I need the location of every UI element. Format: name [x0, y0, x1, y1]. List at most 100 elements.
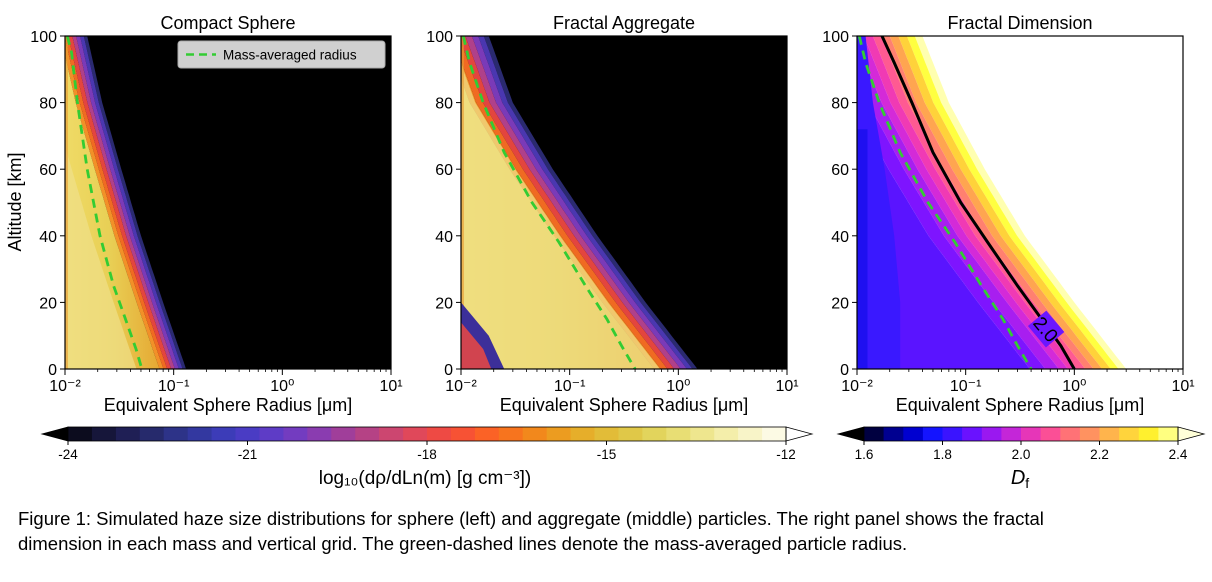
mass-averaged-radius-line [65, 36, 144, 369]
colorbar-label: Df [1011, 467, 1029, 491]
colorbar-segment [570, 427, 595, 441]
colorbar-segment [139, 427, 165, 441]
y-tick-label: 60 [39, 162, 57, 179]
colorbar-fractal-dimension: 1.6 1.8 2.0 2.2 2.4 Df [836, 426, 1206, 491]
panel-title: Fractal Dimension [947, 13, 1092, 33]
colorbar-segment [1060, 427, 1081, 441]
y-tick-label: 100 [822, 29, 849, 46]
y-tick-label: 40 [831, 229, 849, 246]
y-tick-label: 60 [435, 162, 453, 179]
mass-averaged-radius-line [461, 36, 637, 369]
heat-band [76, 36, 179, 369]
y-tick-label: 40 [435, 229, 453, 246]
y-tick-label: 20 [435, 295, 453, 312]
y-tick-label: 100 [30, 29, 57, 46]
colorbar-segment [922, 427, 943, 441]
heatmap-area [65, 36, 391, 369]
colorbar-tick-label: 2.4 [1169, 447, 1188, 462]
colorbar-segment [864, 427, 885, 441]
y-tick-label: 0 [48, 362, 57, 379]
y-tick-label: 100 [426, 29, 453, 46]
heat-edge [65, 36, 68, 369]
fd-core [857, 36, 1030, 369]
colorbar-segment [427, 427, 452, 441]
fd-low-region [857, 36, 901, 369]
x-tick-label: 10⁰ [1062, 378, 1086, 395]
colorbar-segment [1158, 427, 1179, 441]
colorbar-segment [307, 427, 332, 441]
colorbar-segment [738, 427, 763, 441]
colorbar-segment [331, 427, 356, 441]
figure-caption: Figure 1: Simulated haze size distributi… [18, 506, 1198, 556]
x-tick-label: 10⁰ [666, 378, 690, 395]
colorbar-tick-label: 2.0 [1012, 447, 1031, 462]
heat-band [83, 36, 186, 369]
heat-core-light [65, 36, 137, 369]
heat-band [72, 36, 175, 369]
colorbar-tick-label: -24 [58, 447, 78, 462]
y-tick-label: 0 [840, 362, 849, 379]
y-tick-label: 20 [39, 295, 57, 312]
colorbar-segment [211, 427, 236, 441]
y-tick-label: 20 [831, 295, 849, 312]
colorbar-segments: -24 -21 -18 -15 -12 [40, 426, 814, 462]
x-tick-label: 10⁻² [445, 378, 477, 395]
x-tick-label: 10⁻¹ [950, 378, 982, 395]
colorbar-segment [594, 427, 619, 441]
y-tick-label: 80 [435, 96, 453, 113]
colorbar-segment [68, 427, 93, 441]
panel-compact-sphere: Compact Sphere 0 20 40 60 80 100 10⁻² 10⁻¹ 10⁰ 10… [5, 13, 403, 415]
heat-band [80, 36, 183, 369]
x-tick-label: 10¹ [379, 378, 402, 395]
x-tick-label: 10⁻² [841, 378, 873, 395]
figure: Compact Sphere 0 20 40 60 80 100 10⁻² 10⁻¹ 10⁰ 10… [5, 13, 1206, 491]
colorbar-segment [498, 427, 524, 441]
colorbar-segment [714, 427, 739, 441]
colorbar-segment [355, 427, 380, 441]
colorbar-segment [1021, 427, 1042, 441]
colorbar-extend-min [836, 426, 865, 442]
heatmap-area: 2.0 [857, 36, 1183, 369]
colorbar-extend-max [785, 426, 814, 442]
colorbar-segment [235, 427, 260, 441]
colorbar-extend-min [40, 426, 69, 442]
colorbar-segment [163, 427, 189, 441]
colorbar-segment [403, 427, 428, 441]
caption-line-2: dimension in each mass and vertical grid… [18, 533, 908, 554]
colorbar-extend-max [1177, 426, 1206, 442]
colorbar-density: -24 -21 -18 -15 -12 log₁₀(dρ/dLn(m) [g cm⁻³]… [40, 426, 814, 489]
colorbar-segment [1001, 427, 1022, 441]
colorbar-tick-label: 1.6 [855, 447, 874, 462]
colorbar-segment [259, 427, 284, 441]
x-axis-label: Equivalent Sphere Radius [μm] [104, 395, 353, 415]
x-tick-label: 10⁰ [270, 378, 294, 395]
colorbar-segment [450, 427, 476, 441]
fd-band [898, 36, 1111, 369]
colorbar-segments: 1.6 1.8 2.0 2.2 2.4 [836, 426, 1206, 462]
colorbar-segment [1079, 427, 1100, 441]
colorbar-segment [474, 427, 500, 441]
fd-band [864, 36, 1077, 369]
colorbar-segment [690, 427, 715, 441]
colorbar-tick-label: -15 [597, 447, 617, 462]
colorbar-segment [618, 427, 643, 441]
axes: 0 20 40 60 80 100 10⁻² 10⁻¹ 10⁰ 10¹ [822, 29, 1194, 395]
colorbar-segment [1099, 427, 1120, 441]
x-tick-label: 10¹ [1171, 378, 1194, 395]
x-tick-label: 10¹ [775, 378, 798, 395]
colorbar-segment [981, 427, 1002, 441]
heat-band [68, 36, 172, 369]
colorbar-segment [522, 427, 548, 441]
mass-averaged-radius-line [857, 36, 1033, 369]
colorbar-segment [1138, 427, 1159, 441]
colorbar-segment [903, 427, 924, 441]
colorbar-segment [762, 427, 787, 441]
heat-edge [461, 36, 464, 369]
colorbar-tick-label: -21 [238, 447, 258, 462]
colorbar-segment [115, 427, 141, 441]
legend-entry: Mass-averaged radius [223, 48, 357, 63]
fd-band [872, 36, 1086, 369]
panel-title: Fractal Aggregate [553, 13, 695, 33]
fd-band [881, 36, 1094, 369]
colorbar-label-sub: f [1025, 475, 1029, 491]
